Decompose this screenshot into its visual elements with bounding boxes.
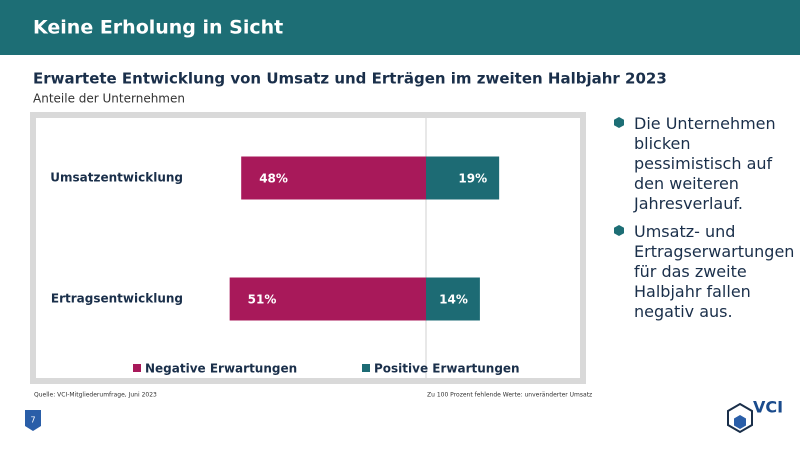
bar bbox=[426, 156, 500, 200]
logo-text: VCI bbox=[753, 398, 783, 417]
bullet-marker bbox=[614, 117, 624, 128]
logo-inner bbox=[734, 415, 746, 429]
header-band bbox=[0, 0, 800, 55]
legend-label: Positive Erwartungen bbox=[374, 362, 520, 376]
bar bbox=[229, 277, 426, 321]
legend-swatch bbox=[362, 364, 370, 372]
category-label: Ertragsentwicklung bbox=[51, 292, 183, 306]
value-label: 51% bbox=[248, 293, 277, 307]
header-title: Keine Erholung in Sicht bbox=[33, 17, 283, 39]
bar bbox=[241, 156, 426, 200]
page-badge bbox=[25, 410, 41, 431]
bullet-text: Die Unternehmen blicken pessimistisch au… bbox=[634, 114, 776, 213]
legend-swatch bbox=[133, 364, 141, 372]
value-label: 14% bbox=[439, 293, 468, 307]
bullet-marker bbox=[614, 225, 624, 236]
note: Zu 100 Prozent fehlende Werte: unverände… bbox=[427, 392, 592, 399]
category-label: Umsatzentwicklung bbox=[50, 171, 183, 185]
page-number: 7 bbox=[30, 416, 35, 425]
chart-title: Erwartete Entwicklung von Umsatz und Ert… bbox=[33, 70, 667, 88]
chart-subtitle: Anteile der Unternehmen bbox=[33, 92, 185, 106]
bar bbox=[426, 277, 480, 321]
value-label: 19% bbox=[458, 172, 487, 186]
logo-hexagon bbox=[727, 402, 753, 434]
source: Quelle: VCI-Mitgliederumfrage, Juni 2023 bbox=[34, 392, 157, 399]
bullet-text: Umsatz- und Ertragserwartungen für das z… bbox=[634, 222, 795, 321]
value-label: 48% bbox=[259, 172, 288, 186]
legend-label: Negative Erwartungen bbox=[145, 362, 297, 376]
